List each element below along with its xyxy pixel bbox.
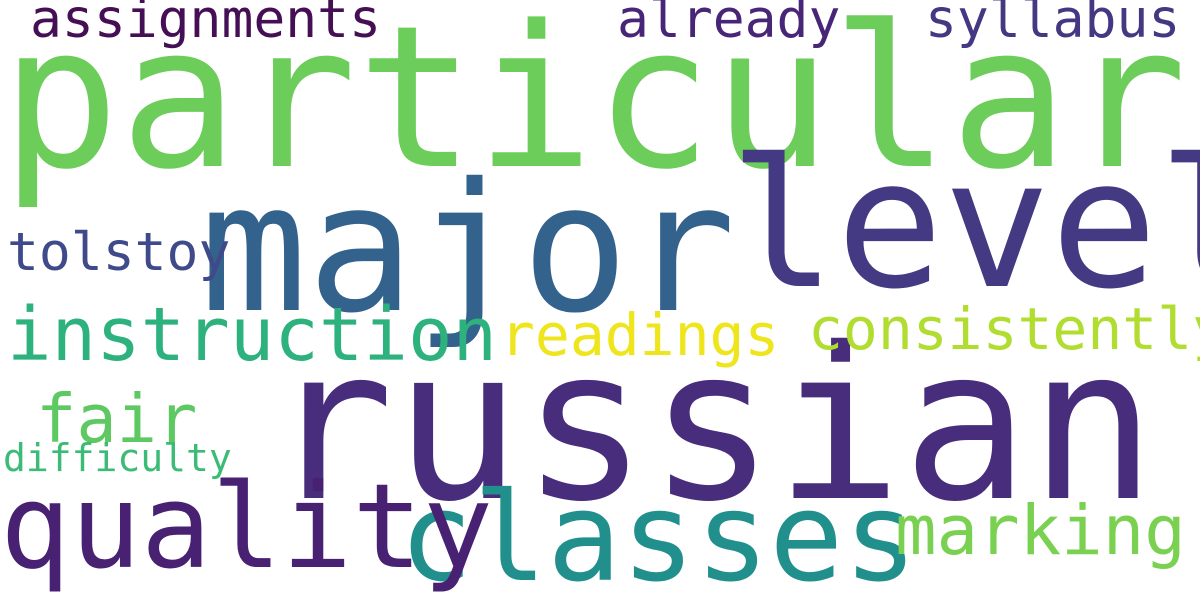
word-classes: classes xyxy=(399,467,918,600)
word-assignments: assignments xyxy=(30,0,381,50)
word-instruction: instruction xyxy=(7,292,498,378)
word-quality: quality xyxy=(0,458,494,595)
word-major: major xyxy=(200,145,736,352)
word-syllabus: syllabus xyxy=(925,0,1181,50)
word-marking: marking xyxy=(895,491,1186,571)
word-level: level xyxy=(729,121,1200,328)
word-fair: fair xyxy=(36,380,198,458)
word-already: already xyxy=(617,0,841,50)
word-consistently: consistently xyxy=(808,295,1200,363)
word-russian: russian xyxy=(267,302,1157,548)
word-difficulty: difficulty xyxy=(3,436,232,480)
word-tolstoy: tolstoy xyxy=(7,222,231,283)
word-particular: particular xyxy=(1,0,1188,213)
word-readings: readings xyxy=(500,301,780,369)
